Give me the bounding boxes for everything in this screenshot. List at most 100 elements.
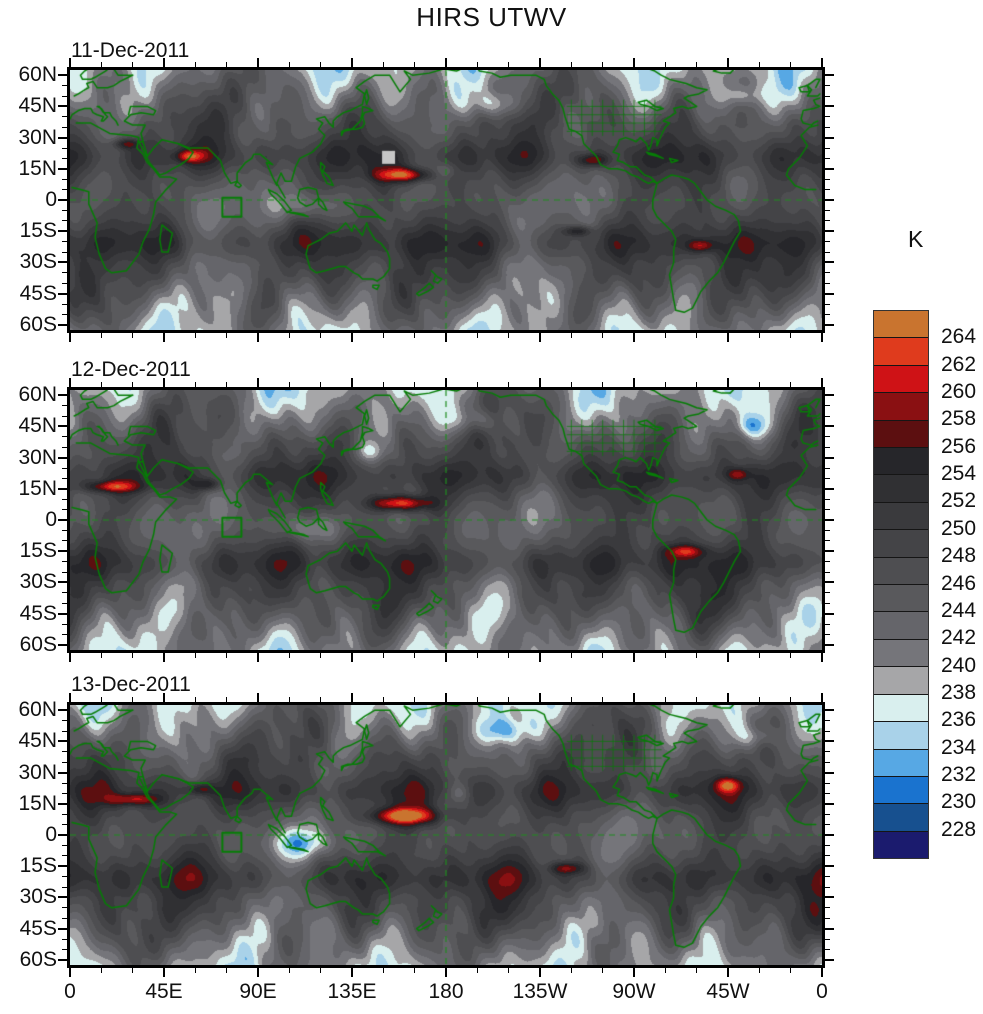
x-tick [194, 62, 196, 67]
x-tick [664, 382, 666, 387]
x-tick [351, 333, 353, 342]
y-axis-tick-label: 45N [18, 729, 57, 753]
x-tick [696, 62, 698, 67]
y-tick [825, 720, 830, 722]
y-tick [62, 95, 67, 97]
y-tick [62, 241, 67, 243]
y-tick [62, 938, 67, 940]
x-tick [194, 333, 196, 338]
map-canvas-panel-2 [70, 390, 822, 650]
y-tick [825, 95, 830, 97]
colorbar-label: 250 [941, 516, 977, 540]
y-tick [58, 136, 67, 139]
y-tick [58, 261, 67, 264]
y-tick [825, 178, 830, 180]
colorbar-segment [874, 529, 928, 557]
colorbar-label: 246 [941, 571, 977, 595]
y-tick [825, 105, 834, 108]
y-tick [825, 272, 830, 274]
x-tick [445, 333, 447, 342]
x-tick [194, 968, 196, 973]
y-axis-tick-label: 30N [18, 760, 57, 784]
y-tick [58, 802, 67, 805]
x-tick [570, 653, 572, 658]
colorbar-segment [874, 611, 928, 639]
y-tick [62, 126, 67, 128]
x-tick [476, 62, 478, 67]
colorbar-segment [874, 501, 928, 530]
y-tick [62, 116, 67, 118]
x-tick [570, 968, 572, 973]
x-tick [288, 653, 290, 658]
y-tick [62, 498, 67, 500]
y-tick [62, 157, 67, 159]
x-tick [288, 382, 290, 387]
x-tick [602, 62, 604, 67]
y-tick [825, 116, 830, 118]
y-tick [825, 751, 830, 753]
y-axis-tick-label: 15S [19, 219, 57, 243]
y-tick [58, 519, 67, 521]
x-axis-tick-label: 0 [816, 980, 828, 1003]
x-tick [790, 333, 792, 338]
x-tick [445, 968, 447, 977]
colorbar-label: 248 [941, 544, 977, 568]
x-tick [664, 968, 666, 973]
y-tick [825, 405, 830, 407]
x-tick [696, 382, 698, 387]
x-tick [696, 653, 698, 658]
y-tick [825, 126, 830, 128]
x-tick [163, 653, 165, 662]
y-tick [825, 592, 830, 594]
y-tick [825, 199, 834, 201]
y-axis-tick-label: 60S [19, 947, 57, 971]
y-tick [825, 220, 830, 222]
y-tick [58, 643, 67, 646]
y-tick [825, 394, 834, 397]
x-tick [226, 697, 228, 702]
y-tick [825, 189, 830, 191]
y-axis-tick-label: 45N [18, 414, 57, 438]
y-tick [62, 178, 67, 180]
y-tick [58, 487, 67, 490]
y-tick [62, 720, 67, 722]
x-tick [821, 968, 823, 977]
colorbar-label: 230 [941, 790, 977, 814]
y-tick [58, 612, 67, 615]
x-tick [100, 653, 102, 658]
x-tick [414, 382, 416, 387]
y-axis-tick-label: 60N [18, 698, 57, 722]
x-tick [476, 653, 478, 658]
y-tick [825, 303, 830, 305]
x-tick [508, 697, 510, 702]
y-tick [58, 834, 67, 836]
x-tick [132, 62, 134, 67]
y-tick [58, 958, 67, 961]
x-axis-tick-label: 135E [327, 980, 377, 1003]
x-tick [570, 333, 572, 338]
y-tick [825, 824, 830, 826]
x-tick [664, 333, 666, 338]
x-tick [821, 693, 823, 702]
colorbar-segment [874, 775, 928, 804]
y-tick [62, 436, 67, 438]
x-tick [821, 378, 823, 387]
y-tick [825, 209, 830, 211]
y-tick [825, 147, 830, 149]
x-tick [664, 62, 666, 67]
y-tick [62, 272, 67, 274]
x-tick [445, 58, 447, 67]
x-tick [790, 697, 792, 702]
y-tick [825, 612, 834, 615]
x-tick [288, 697, 290, 702]
y-tick [58, 199, 67, 201]
y-tick [58, 709, 67, 712]
x-tick [226, 333, 228, 338]
x-tick [163, 333, 165, 342]
colorbar [873, 310, 929, 859]
y-tick [825, 761, 830, 763]
x-tick [633, 968, 635, 977]
y-tick [825, 917, 830, 919]
x-tick [69, 968, 71, 977]
